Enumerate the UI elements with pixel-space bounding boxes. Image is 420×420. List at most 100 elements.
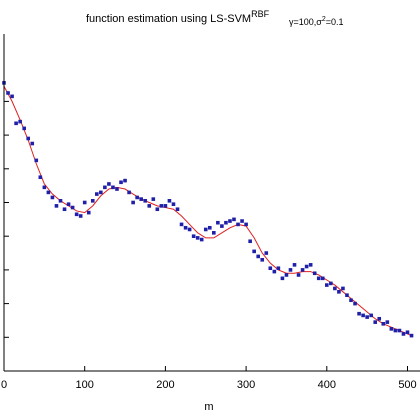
data-point [341, 286, 345, 291]
chart-title-subscript: γ=100,σ2=0.1 [289, 16, 344, 27]
data-point [103, 185, 107, 190]
data-point [308, 263, 313, 267]
data-point [284, 273, 289, 277]
data-point [135, 195, 139, 200]
data-point [163, 204, 168, 208]
data-point [401, 332, 406, 336]
data-point [224, 220, 228, 225]
data-point [252, 249, 256, 254]
data-point [248, 239, 252, 244]
data-point [389, 327, 394, 331]
data-point [381, 322, 386, 326]
data-point [272, 269, 277, 274]
x-axis-label: m [204, 401, 213, 413]
data-point [151, 197, 156, 201]
data-point [46, 190, 51, 195]
data-point [42, 185, 47, 190]
y-axis-ticks [4, 100, 9, 338]
data-point [70, 205, 75, 210]
data-point [123, 178, 127, 183]
data-point [312, 271, 317, 276]
data-point [14, 121, 18, 126]
data-point [90, 199, 95, 203]
data-point [183, 225, 188, 230]
data-point [99, 190, 103, 195]
data-point [26, 136, 31, 141]
data-point [373, 320, 378, 324]
data-point [34, 158, 39, 163]
data-point [74, 212, 79, 217]
chart-title-superscript: RBF [251, 9, 270, 19]
chart-title-main: function estimation using LS-SVM [86, 13, 251, 25]
data-point [143, 199, 148, 203]
data-point [337, 290, 341, 294]
data-point [260, 257, 265, 262]
data-point [171, 202, 176, 206]
data-point [300, 268, 305, 272]
data-point [292, 263, 297, 267]
data-point [159, 204, 164, 208]
data-point [38, 175, 43, 180]
x-tick-label: 0 [1, 379, 7, 391]
data-point [320, 276, 325, 281]
data-point [167, 199, 172, 203]
data-point [111, 185, 115, 190]
data-point [119, 180, 123, 185]
data-point [232, 217, 236, 222]
data-point [353, 301, 357, 306]
data-point [216, 220, 220, 225]
data-point [228, 219, 232, 223]
data-point [139, 197, 143, 201]
data-point [207, 225, 212, 230]
data-point [22, 126, 26, 131]
data-point [58, 199, 63, 203]
data-point [244, 222, 248, 227]
x-tick-label: 400 [318, 379, 336, 391]
data-point [199, 237, 204, 242]
data-point [361, 313, 365, 318]
chart-title-subscript-b: =0.1 [326, 17, 344, 27]
data-point [127, 190, 131, 195]
data-point [325, 283, 329, 287]
data-point [131, 200, 135, 205]
data-point [365, 315, 369, 319]
data-point [107, 182, 111, 186]
data-point [369, 313, 373, 318]
data-point [280, 276, 285, 281]
data-point [256, 254, 261, 259]
data-point [82, 200, 87, 205]
data-point [264, 251, 269, 255]
x-tick-label: 200 [156, 379, 174, 391]
data-point [220, 224, 224, 228]
data-point [288, 268, 293, 272]
data-point [195, 236, 200, 240]
data-point [276, 266, 281, 271]
data-point [268, 266, 273, 271]
data-point [405, 330, 410, 335]
data-point [333, 286, 337, 291]
data-point [179, 222, 184, 227]
plot-area [2, 81, 414, 338]
data-point [155, 207, 160, 212]
data-point [212, 231, 216, 235]
data-point [187, 227, 192, 232]
data-point [86, 210, 91, 215]
data-point [349, 298, 353, 303]
chart-title-subscript-exp: 2 [322, 16, 326, 23]
data-point [95, 192, 99, 196]
x-tick-label: 300 [237, 379, 255, 391]
data-point [203, 227, 208, 232]
data-point [345, 293, 349, 297]
data-point [236, 222, 240, 227]
data-point [175, 207, 180, 212]
x-axis-ticks: 0 100 200 300 400 500 [1, 366, 417, 391]
chart-title: function estimation using LS-SVMRBF [86, 9, 270, 25]
data-point [377, 316, 382, 321]
data-point [385, 320, 390, 324]
data-point [329, 281, 333, 286]
data-point [357, 311, 361, 316]
data-point [316, 276, 321, 281]
data-point [10, 94, 14, 99]
